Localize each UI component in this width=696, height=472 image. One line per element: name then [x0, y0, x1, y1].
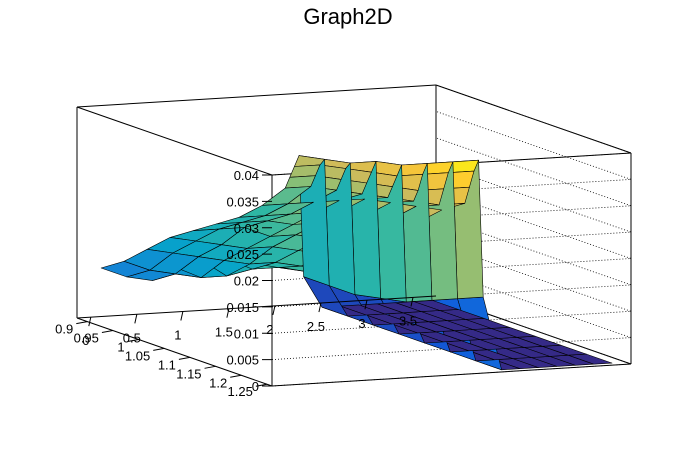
y-tick-label: 1: [117, 339, 124, 354]
x-tick-label: 3.5: [399, 313, 417, 328]
axes: 0 0.5 1 1.5 2 2.5 3 3.50.90.9511.051.11.151.21.…: [55, 168, 417, 399]
y-tick-label: 0.95: [74, 331, 99, 346]
x-tick-label: 2.5: [307, 319, 325, 334]
back-floor-edge: [271, 363, 632, 387]
y-tick: [76, 321, 88, 325]
y-tick-label: 1.25: [228, 384, 253, 399]
x-tick: [364, 300, 368, 310]
y-tick: [153, 347, 165, 351]
x-tick: [272, 305, 276, 315]
y-tick: [101, 330, 114, 334]
y-tick-label: 0.9: [55, 322, 73, 337]
x-tick: [88, 317, 92, 327]
surface-cell: [100, 260, 150, 278]
z-tick-label: 0.02: [234, 274, 259, 289]
y-tick: [204, 365, 216, 369]
x-tick: [180, 311, 184, 321]
x-tick-label: 0: [82, 333, 89, 348]
y-tick-label: 1.05: [125, 348, 150, 363]
x-tick-label: 1.5: [215, 325, 233, 340]
z-tick-label: 0.025: [226, 247, 259, 262]
z-tick-label: 0.035: [226, 194, 259, 209]
z-tick-label: 0.015: [226, 300, 259, 315]
y-tick-label: 1.2: [209, 375, 227, 390]
x-tick: [318, 302, 322, 313]
top-left-edge: [76, 106, 273, 176]
chart-title: Graph2D: [303, 4, 392, 29]
z-tick-label: 0.03: [234, 221, 259, 236]
y-tick-label: 1.1: [158, 357, 176, 372]
y-tick: [178, 356, 190, 360]
x-tick-label: 0.5: [123, 330, 141, 345]
x-tick-label: 2: [266, 322, 273, 337]
x-tick-label: 3: [358, 316, 365, 331]
x-tick: [410, 297, 414, 307]
z-tick-label: 0.005: [226, 353, 259, 368]
left-floor-edge: [76, 317, 273, 387]
x-tick: [134, 314, 138, 324]
y-tick: [127, 338, 139, 342]
y-tick: [230, 374, 242, 378]
z-tick-label: 0: [252, 379, 259, 394]
z-tick-label: 0.01: [234, 326, 259, 341]
x-tick: [226, 308, 230, 318]
y-tick-label: 1.15: [176, 366, 201, 381]
y-tick: [255, 383, 267, 387]
z-tick-label: 0.04: [234, 168, 259, 183]
x-tick-label: 1: [174, 328, 181, 343]
top-front-edge: [76, 84, 437, 108]
